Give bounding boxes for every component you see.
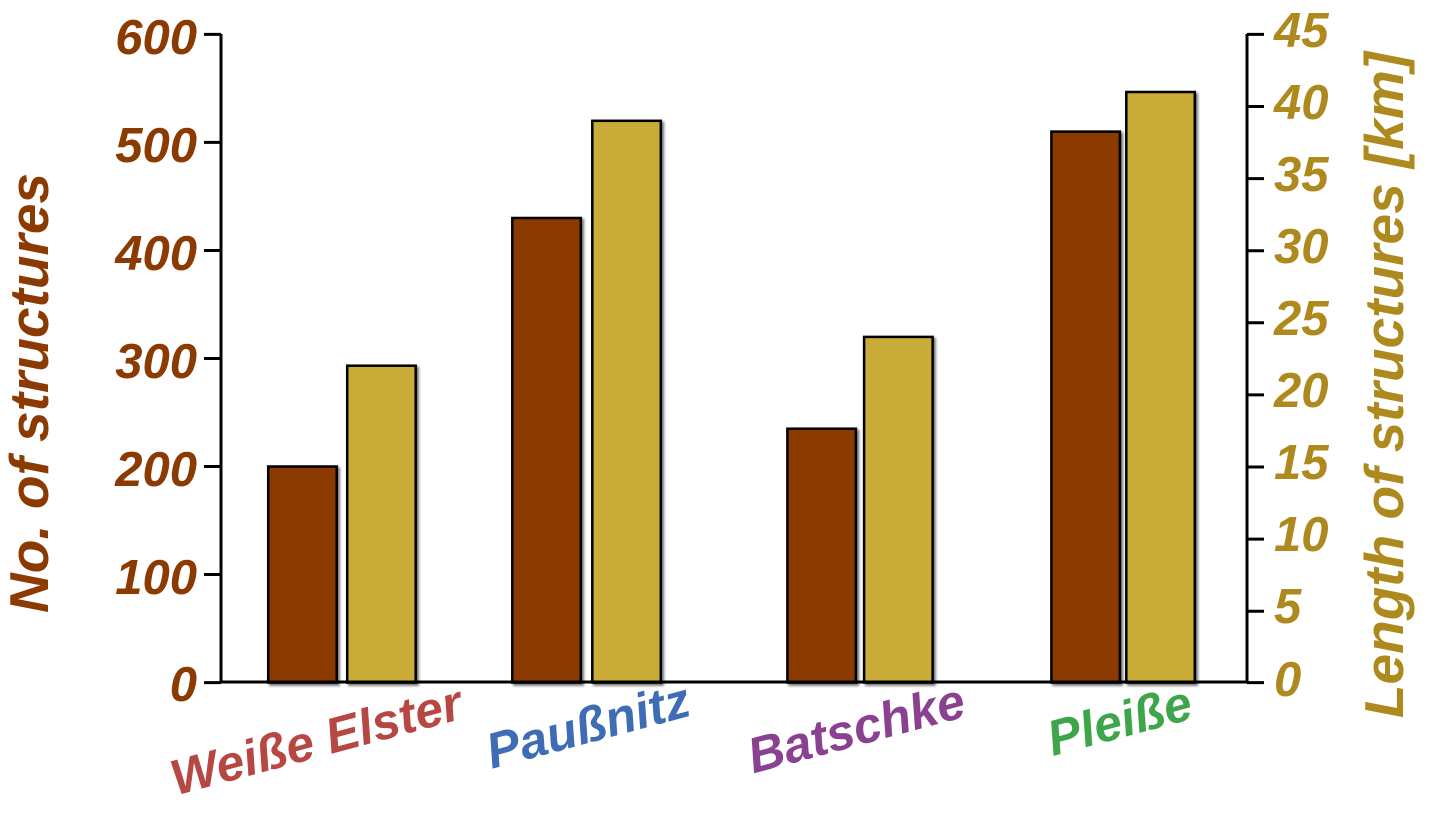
svg-text:500: 500: [115, 119, 197, 173]
svg-text:600: 600: [115, 11, 197, 65]
svg-text:25: 25: [1273, 292, 1329, 346]
svg-text:40: 40: [1273, 76, 1329, 130]
svg-text:35: 35: [1274, 148, 1329, 202]
svg-text:5: 5: [1274, 580, 1302, 634]
svg-text:400: 400: [114, 227, 197, 281]
svg-text:30: 30: [1274, 220, 1329, 274]
svg-text:200: 200: [114, 443, 197, 497]
svg-text:10: 10: [1274, 508, 1329, 562]
svg-text:300: 300: [115, 335, 197, 389]
svg-text:100: 100: [115, 551, 197, 605]
svg-text:Length of structures [km]: Length of structures [km]: [1353, 50, 1415, 718]
svg-text:0: 0: [1274, 653, 1301, 707]
svg-text:45: 45: [1273, 4, 1329, 58]
svg-text:No. of structures: No. of structures: [0, 173, 60, 613]
svg-text:0: 0: [170, 658, 197, 712]
svg-text:20: 20: [1273, 364, 1329, 418]
svg-text:15: 15: [1274, 436, 1329, 490]
